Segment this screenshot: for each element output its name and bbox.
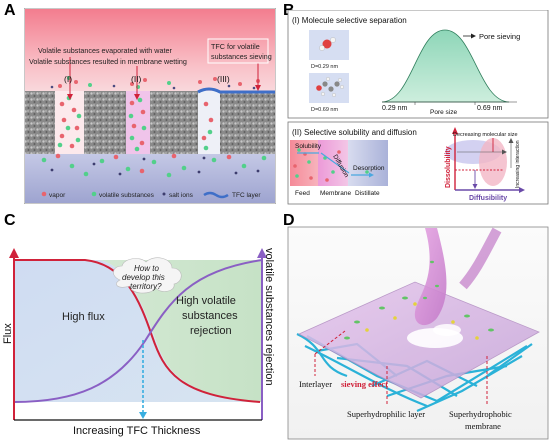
pore-size-distribution	[381, 29, 510, 103]
rejection-curve	[13, 259, 263, 403]
c-question-line1: How to	[134, 264, 159, 273]
pore-iii	[198, 91, 220, 154]
b-sec2-title: (II) Selective solubility and diffusion	[292, 128, 417, 137]
panel-d-figure: Interlayer sieving effect Superhydrophil…	[287, 226, 549, 440]
legend-vapor-marker	[41, 191, 47, 197]
flux-curve	[14, 259, 261, 403]
feed-region	[25, 153, 275, 203]
panel-c-figure: How to develop this territory? High flux…	[2, 248, 275, 437]
c-rejection-line3: rejection	[190, 325, 232, 337]
d-superhydrophilic: Superhydrophilic layer	[347, 409, 425, 419]
b-tick2: 0.69 nm	[477, 105, 502, 112]
high-rejection-region	[100, 260, 262, 402]
a-tfc-line1: TFC for volatile	[211, 42, 260, 51]
b-tick1: 0.29 nm	[382, 105, 407, 112]
c-x-label: Increasing TFC Thickness	[73, 425, 201, 437]
c-y-right: volatile substances rejection	[263, 248, 275, 386]
a-tfc-line2: substances sieving	[211, 52, 272, 61]
pore-label-i: (I)	[64, 74, 72, 84]
question-bubble	[113, 257, 182, 294]
d-superhydrophobic-line1: Superhydrophobic	[449, 409, 512, 419]
tfc-layer	[197, 87, 275, 94]
panel-a-figure: Volatile substances evaporated with wate…	[24, 8, 276, 204]
ellipse-interaction	[479, 138, 507, 186]
b-mol2-label: D=0.69 nm	[311, 107, 338, 113]
b-xlabel: Pore size	[430, 109, 457, 116]
b-feed: Feed	[295, 190, 310, 197]
c-rejection-line2: substances	[182, 310, 238, 322]
water-stream	[414, 228, 447, 326]
legend-volatile: volatile substances	[99, 192, 155, 199]
c-rejection-line1: High volatile	[176, 295, 236, 307]
panel-label-c: C	[4, 212, 16, 229]
c-question-line2: develop this	[122, 273, 165, 282]
feed-block	[290, 140, 318, 186]
a-line2: Volatile substances resulted in membrane…	[29, 57, 187, 66]
panel-label-a: A	[4, 2, 16, 19]
b-sec1-title: (I) Molecule selective separation	[292, 16, 407, 25]
pore-ii	[126, 91, 150, 154]
membrane-block	[318, 140, 348, 186]
b-distillate: Distillate	[355, 190, 380, 197]
d-sieving: sieving effect	[341, 379, 388, 389]
vapor-region	[25, 9, 275, 91]
c-y-left: Flux	[2, 323, 14, 344]
b-pore-sieving: Pore sieving	[479, 32, 520, 41]
legend-vapor: vapor	[49, 192, 66, 199]
legend-volatile-marker	[91, 191, 97, 197]
b-decreasing-size: Decreasing molecular size	[453, 132, 518, 138]
b-increasing-interaction: Increasing interaction	[515, 140, 521, 188]
legend-tfc-marker	[203, 191, 229, 199]
pore-label-iii: (III)	[217, 74, 230, 84]
panel-label-d: D	[283, 212, 295, 229]
b-diffusibility: Diffusibility	[469, 195, 507, 202]
legend-salt-marker	[162, 192, 166, 196]
c-high-flux: High flux	[62, 311, 105, 323]
d-interlayer: Interlayer	[299, 379, 332, 389]
b-dissolubility: Dissolubility	[445, 146, 452, 188]
d-superhydrophobic-line2: membrane	[465, 421, 501, 431]
c-question-line3: territory?	[130, 282, 162, 291]
legend-tfc: TFC layer	[232, 192, 261, 199]
b-desorption: Desorption	[353, 165, 385, 172]
b-mol1-label: D=0.29 nm	[311, 64, 338, 70]
pore-label-ii: (II)	[131, 74, 142, 84]
b-membrane: Membrane	[320, 190, 351, 197]
panel-b-figure: (I) Molecule selective separation D=0.29…	[287, 10, 549, 205]
distillate-block	[348, 140, 388, 186]
legend-salt: salt ions	[169, 192, 194, 199]
b-solubility: Solubility	[295, 143, 322, 150]
high-flux-region	[14, 260, 248, 402]
a-line1: Volatile substances evaporated with wate…	[38, 46, 172, 55]
